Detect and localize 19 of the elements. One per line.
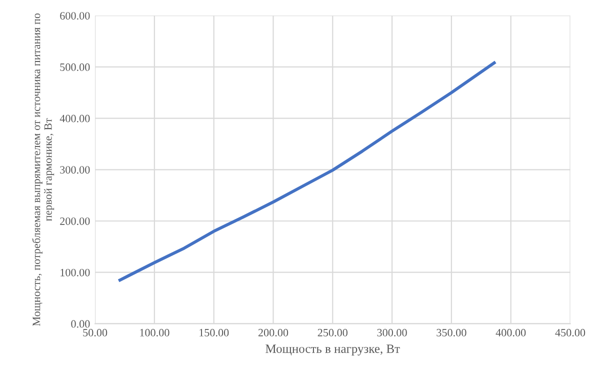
x-tick-label: 350.00 — [436, 328, 466, 336]
x-tick-label: 50.00 — [83, 328, 108, 336]
y-tick-label: 200.00 — [60, 217, 90, 226]
y-tick-label: 400.00 — [60, 114, 90, 122]
y-tick-label: 100.00 — [60, 268, 90, 276]
x-tick-label: 400.00 — [496, 328, 526, 336]
x-tick-label: 300.00 — [377, 328, 407, 336]
y-axis-title: Мощность, потребляемая выпрямителем от источника питания по первой гармонике, Вт — [32, 13, 54, 326]
x-tick-label: 200.00 — [258, 328, 288, 336]
y-tick-label: 300.00 — [60, 166, 90, 174]
x-tick-label: 450.00 — [555, 328, 586, 336]
y-tick-label: 500.00 — [60, 63, 90, 71]
x-tick-label: 150.00 — [200, 328, 229, 336]
x-tick-label: 100.00 — [140, 328, 170, 336]
y-tick-label: 600.00 — [60, 12, 90, 20]
y-tick-label: 0.00 — [71, 320, 90, 328]
line-series — [118, 61, 496, 282]
x-axis-title: Мощность в нагрузке, Вт — [266, 344, 400, 356]
x-tick-label: 250.00 — [318, 328, 348, 336]
